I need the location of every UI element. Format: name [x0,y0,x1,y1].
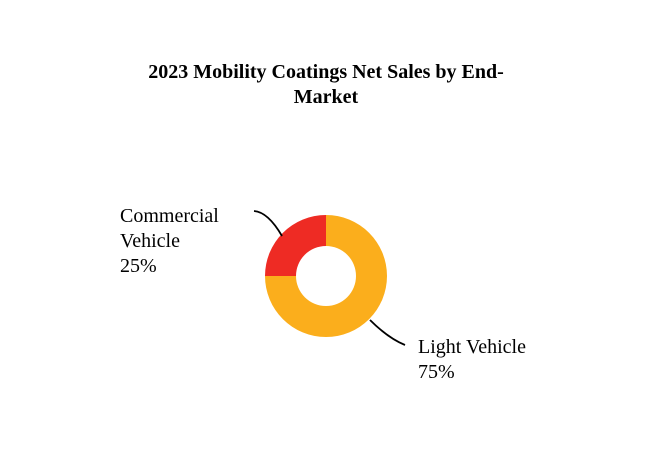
chart-title-line-1: 2023 Mobility Coatings Net Sales by End- [148,61,504,83]
slice-1 [265,215,326,276]
slice-label-1: Commercial [120,205,219,227]
slice-label-1: Vehicle [120,230,180,252]
slice-0 [265,215,387,337]
slice-value-label-1: 25% [120,255,157,277]
slice-label-0: Light Vehicle [418,336,526,358]
leaders-group [253,210,406,346]
leader-line-1 [253,210,283,237]
leader-line-0 [369,319,406,346]
chart-title: 2023 Mobility Coatings Net Sales by End-… [100,60,552,110]
chart-title-line-2: Market [293,86,359,108]
slices-group [265,215,387,337]
labels-group: Light Vehicle 75% Commercial Vehicle 25% [120,205,526,383]
slice-value-label-0: 75% [418,361,455,383]
